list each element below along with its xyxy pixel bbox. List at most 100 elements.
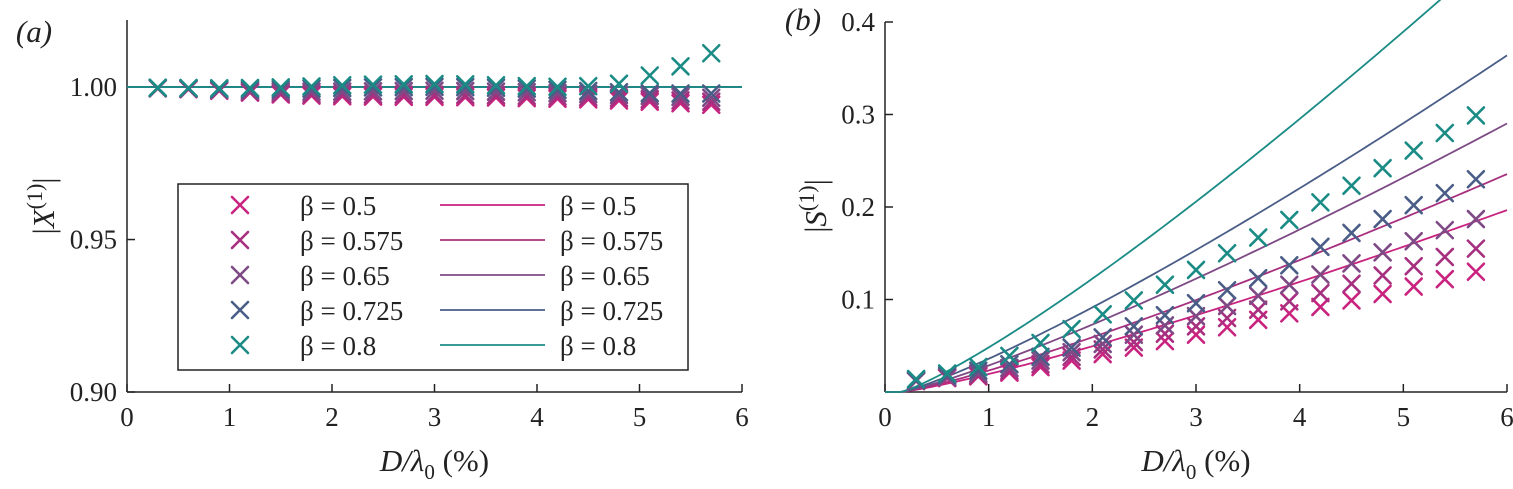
- data-point: [701, 88, 721, 108]
- data-point: [1404, 256, 1423, 276]
- data-point: [1280, 210, 1299, 230]
- x-tick-label: 0: [878, 402, 892, 432]
- series-curve: [885, 54, 1508, 393]
- data-point: [302, 82, 321, 101]
- legend-marker-label: β = 0.5: [300, 191, 376, 221]
- y-tick-label: 0.4: [841, 7, 875, 37]
- data-point: [1435, 183, 1455, 203]
- y-tick-label: 0.90: [70, 377, 117, 407]
- data-point: [1124, 332, 1144, 352]
- data-point: [486, 78, 506, 97]
- series-curve: [885, 0, 1442, 393]
- data-point: [968, 357, 988, 377]
- data-point: [1280, 275, 1299, 295]
- data-point: [209, 79, 229, 98]
- y-tick-label: 1.00: [70, 72, 117, 102]
- data-point: [1466, 262, 1486, 282]
- data-point: [1217, 243, 1237, 263]
- data-point: [332, 75, 352, 95]
- data-point: [517, 79, 537, 98]
- legend-line-label: β = 0.5: [560, 191, 636, 221]
- data-point: [332, 78, 352, 98]
- data-point: [1311, 193, 1330, 212]
- data-point: [1435, 220, 1455, 240]
- legend-marker-label: β = 0.8: [300, 331, 376, 361]
- data-point: [1466, 209, 1486, 229]
- data-point: [1031, 351, 1050, 370]
- data-point: [1124, 338, 1144, 357]
- data-point: [425, 77, 444, 97]
- data-point: [1186, 325, 1206, 344]
- data-point: [609, 91, 629, 110]
- data-point: [302, 77, 321, 96]
- data-point: [701, 43, 721, 63]
- data-point: [363, 75, 383, 94]
- data-point: [394, 81, 414, 101]
- legend-line-label: β = 0.575: [560, 226, 663, 256]
- data-point: [1031, 333, 1050, 353]
- data-point: [968, 366, 988, 385]
- data-point: [1031, 347, 1050, 367]
- data-point: [1404, 277, 1423, 296]
- data-point: [1186, 260, 1206, 280]
- data-point: [701, 84, 721, 103]
- x-tick-label: 2: [325, 402, 339, 432]
- y-axis-label: |S(1)|: [794, 179, 833, 233]
- data-point: [1000, 363, 1019, 382]
- data-point: [394, 77, 414, 97]
- data-point: [1311, 297, 1330, 317]
- x-tick-label: 1: [982, 402, 996, 432]
- x-tick-label: 5: [1397, 402, 1411, 432]
- data-point: [1248, 268, 1268, 288]
- legend-marker: [230, 230, 250, 250]
- data-point: [486, 75, 506, 95]
- data-point: [671, 84, 690, 103]
- data-point: [271, 82, 291, 101]
- data-point: [1466, 169, 1486, 189]
- data-point: [1062, 338, 1081, 357]
- data-point: [1435, 247, 1455, 267]
- data-point: [1311, 265, 1330, 284]
- data-point: [1342, 176, 1361, 196]
- data-point: [1466, 239, 1486, 258]
- x-tick-label: 0: [120, 402, 134, 432]
- y-tick-label: 0.1: [841, 285, 875, 315]
- data-point: [701, 92, 721, 112]
- data-point: [332, 82, 352, 101]
- data-point: [517, 82, 537, 102]
- legend-line-label: β = 0.725: [560, 296, 663, 326]
- data-point: [548, 77, 567, 97]
- legend-marker: [230, 265, 250, 285]
- data-point: [1404, 141, 1423, 160]
- data-point: [455, 77, 475, 97]
- data-point: [609, 74, 629, 94]
- legend-box: [177, 183, 689, 371]
- data-point: [1124, 291, 1144, 310]
- data-point: [1062, 319, 1081, 339]
- panel-a-label: (a): [16, 14, 52, 49]
- data-point: [302, 79, 321, 98]
- legend-line-label: β = 0.65: [560, 261, 650, 291]
- data-point: [671, 87, 690, 107]
- data-point: [640, 83, 660, 103]
- data-point: [548, 80, 567, 100]
- data-point: [1217, 296, 1237, 316]
- data-point: [1280, 292, 1299, 311]
- data-point: [1311, 283, 1330, 303]
- data-point: [1062, 342, 1081, 362]
- data-point: [1435, 269, 1455, 289]
- data-point: [578, 76, 598, 96]
- data-point: [425, 74, 444, 94]
- x-axis-label: D/λ0 (%): [379, 443, 489, 484]
- series-curve: [885, 173, 1508, 393]
- data-point: [1342, 254, 1361, 273]
- legend-marker: [230, 195, 250, 215]
- data-point: [671, 57, 690, 76]
- data-point: [671, 91, 690, 110]
- panel-b-label: (b): [785, 2, 821, 37]
- data-point: [1311, 237, 1330, 257]
- data-point: [1000, 346, 1019, 366]
- data-point: [363, 78, 383, 97]
- data-point: [1000, 361, 1019, 381]
